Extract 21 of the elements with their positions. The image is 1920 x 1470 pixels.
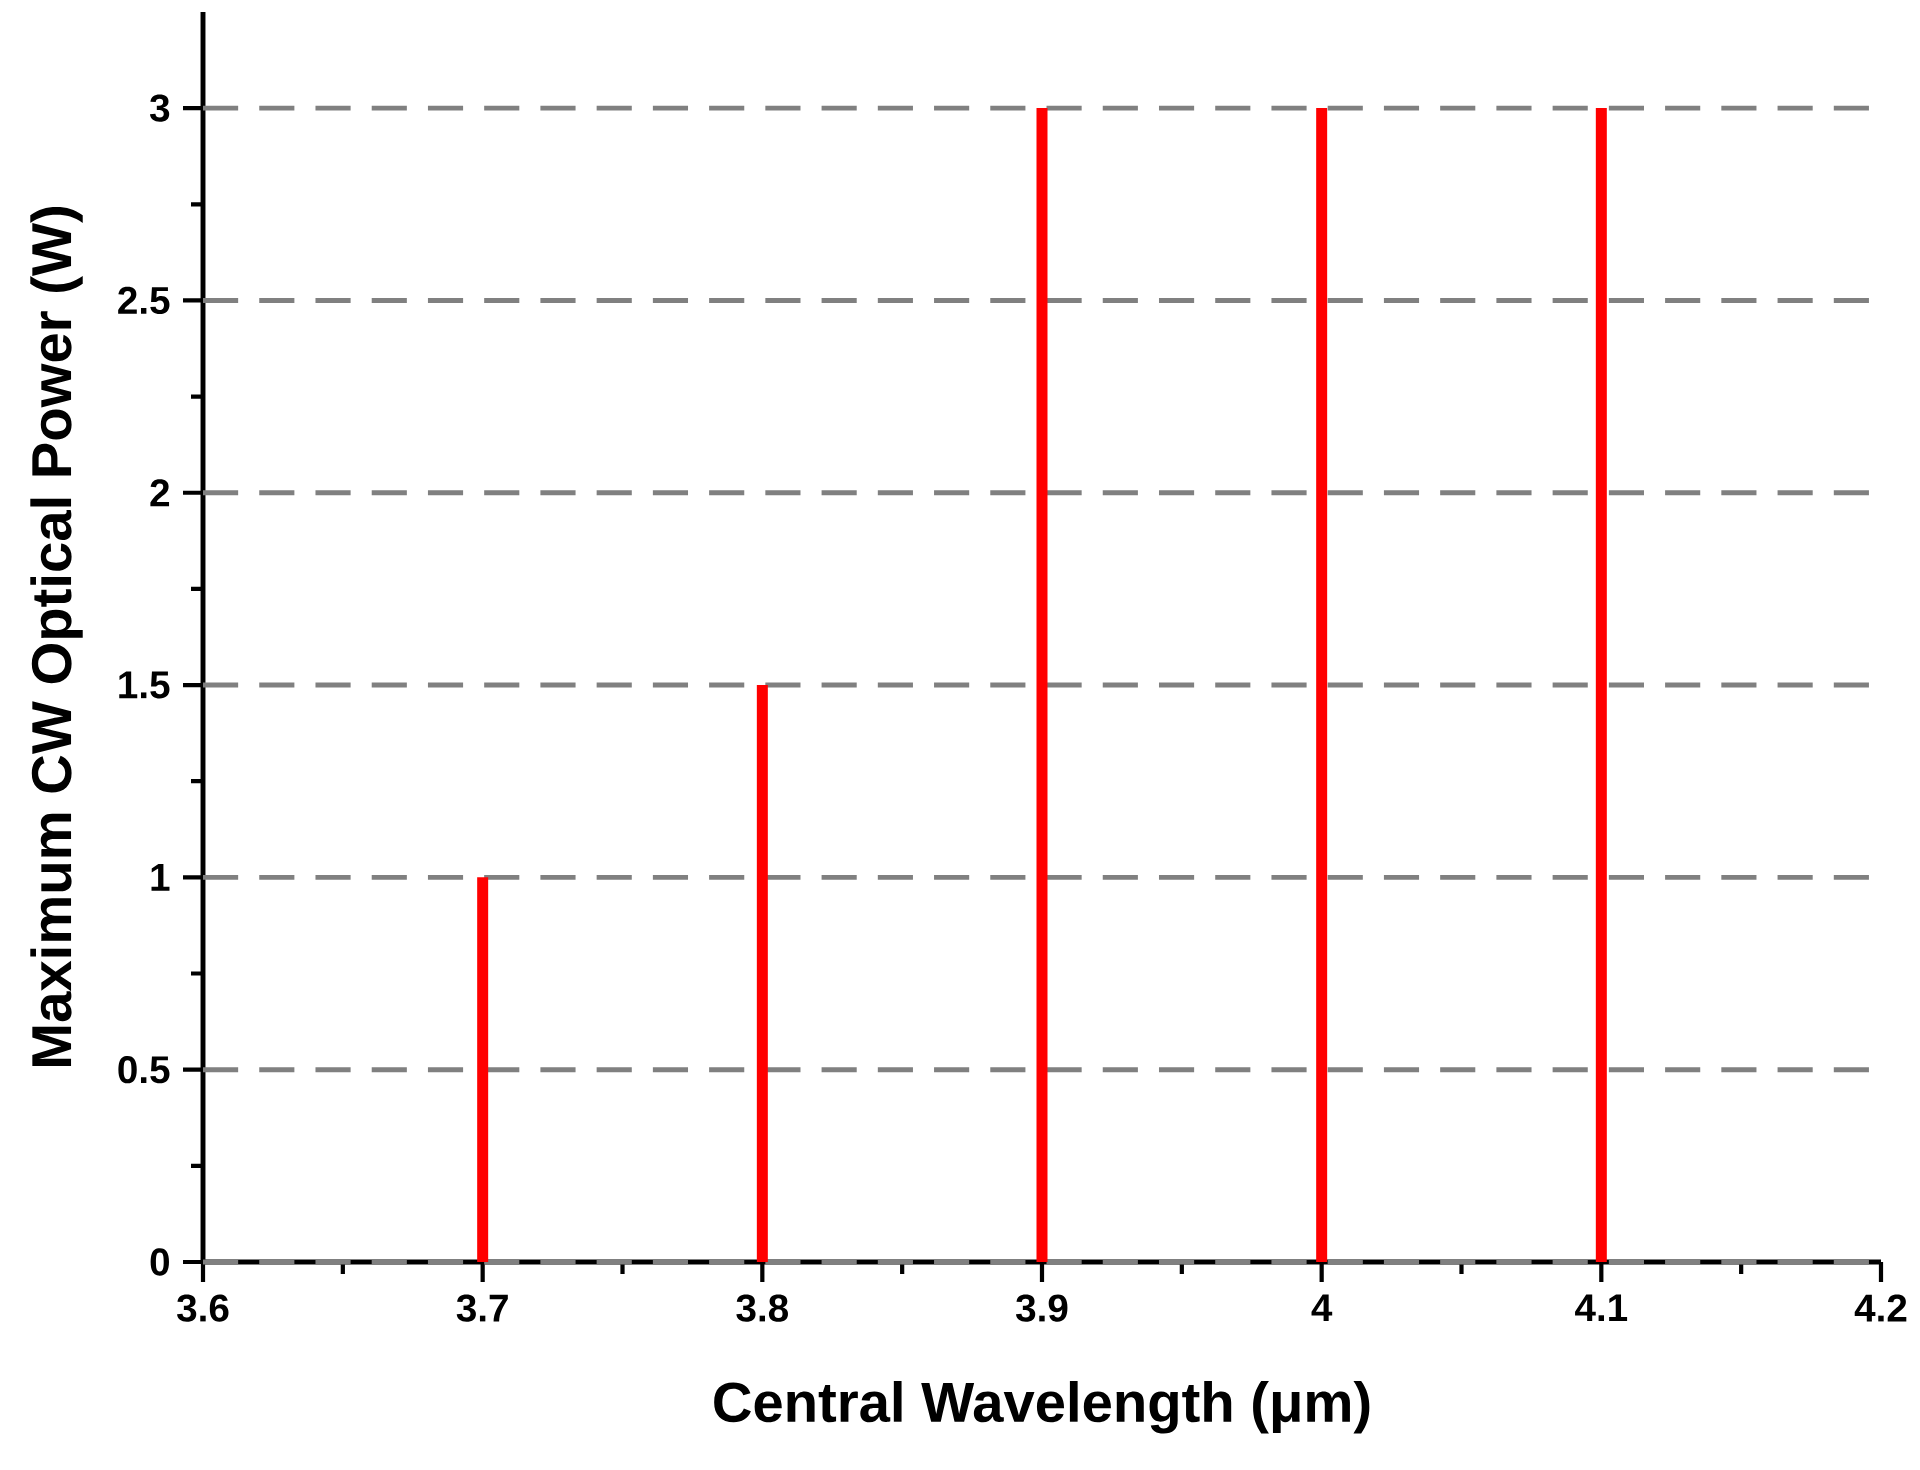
bar xyxy=(1595,108,1607,1262)
x-tick-label: 3.7 xyxy=(456,1294,508,1322)
y-tick-label: 2.5 xyxy=(118,286,170,315)
x-axis-title: Central Wavelength (μm) xyxy=(714,1380,1370,1434)
x-tick-label: 3.9 xyxy=(1016,1294,1068,1322)
x-tick-label: 3.6 xyxy=(177,1294,229,1322)
bar xyxy=(477,877,489,1262)
y-tick-label: 0.5 xyxy=(118,1056,170,1084)
y-tick-label: 1 xyxy=(151,864,170,891)
y-tick-label: 0 xyxy=(150,1248,169,1276)
x-tick-label: 3.8 xyxy=(736,1294,788,1322)
x-tick-label: 4.2 xyxy=(1854,1294,1907,1322)
bar xyxy=(1036,108,1048,1262)
bar xyxy=(1316,108,1328,1262)
x-tick-label: 4 xyxy=(1311,1294,1333,1321)
y-tick-label: 3 xyxy=(149,94,170,122)
y-tick-label: 1.5 xyxy=(119,671,170,699)
bar xyxy=(756,685,768,1262)
x-tick-label: 4.1 xyxy=(1575,1294,1628,1321)
y-tick-label: 2 xyxy=(150,479,170,507)
y-axis-title: Maximum CW Optical Power (W) xyxy=(30,207,83,1066)
